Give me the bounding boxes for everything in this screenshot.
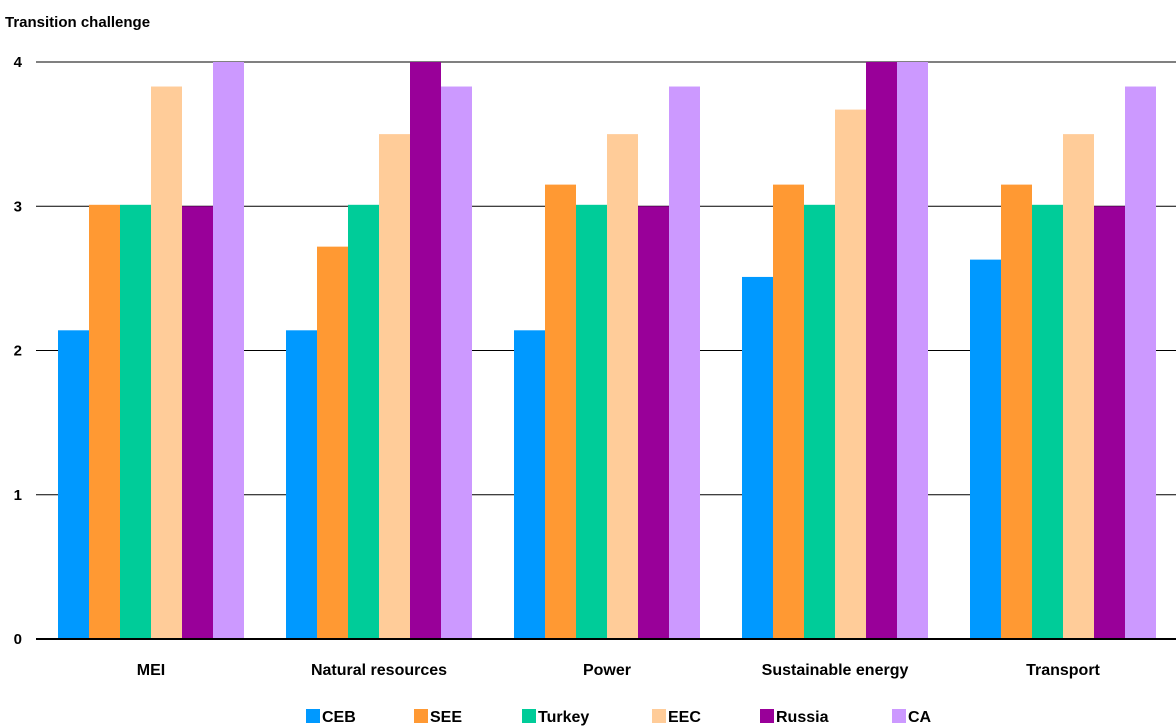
bar-ca <box>669 86 700 639</box>
legend-label: SEE <box>430 709 462 726</box>
x-tick-label: MEI <box>137 662 165 679</box>
bar-turkey <box>348 204 379 639</box>
bar-ceb <box>514 330 545 639</box>
bar-ceb <box>742 276 773 639</box>
legend-label: Russia <box>776 709 829 726</box>
bar-see <box>317 246 348 639</box>
bar-eec <box>151 86 182 639</box>
legend-swatch-ca <box>892 709 906 723</box>
bar-eec <box>835 109 866 640</box>
bar-ca <box>213 62 244 639</box>
bar-ceb <box>286 330 317 639</box>
bar-see <box>1001 184 1032 640</box>
bar-ca <box>441 86 472 639</box>
legend-label: CEB <box>322 709 356 726</box>
y-axis-title: Transition challenge <box>5 14 151 31</box>
bar-turkey <box>1032 204 1063 639</box>
bar-see <box>89 204 120 639</box>
bar-ca <box>1125 86 1156 639</box>
y-tick-label: 1 <box>14 487 22 504</box>
bar-ca <box>897 62 928 639</box>
legend-swatch-ceb <box>306 709 320 723</box>
bar-russia <box>1094 206 1125 639</box>
bar-eec <box>1063 134 1094 639</box>
y-tick-label: 3 <box>14 198 22 215</box>
legend-label: Turkey <box>538 709 589 726</box>
bar-russia <box>182 206 213 639</box>
bar-turkey <box>804 204 835 639</box>
legend-label: CA <box>908 709 932 726</box>
legend-swatch-turkey <box>522 709 536 723</box>
x-tick-label: Sustainable energy <box>762 662 909 679</box>
y-tick-label: 2 <box>14 343 22 360</box>
bar-see <box>773 184 804 640</box>
bar-ceb <box>58 330 89 639</box>
bar-russia <box>866 62 897 639</box>
bar-russia <box>638 206 669 639</box>
y-tick-label: 0 <box>14 631 22 648</box>
x-tick-label: Power <box>583 662 631 679</box>
legend-swatch-russia <box>760 709 774 723</box>
bar-turkey <box>120 204 151 639</box>
bar-eec <box>607 134 638 639</box>
bar-ceb <box>970 259 1001 639</box>
legend-label: EEC <box>668 709 701 726</box>
bar-eec <box>379 134 410 639</box>
bar-see <box>545 184 576 640</box>
bar-russia <box>410 62 441 639</box>
x-tick-label: Natural resources <box>311 662 447 679</box>
y-tick-label: 4 <box>14 54 23 71</box>
bar-turkey <box>576 204 607 639</box>
legend-swatch-see <box>414 709 428 723</box>
legend-swatch-eec <box>652 709 666 723</box>
x-tick-label: Transport <box>1026 662 1100 679</box>
